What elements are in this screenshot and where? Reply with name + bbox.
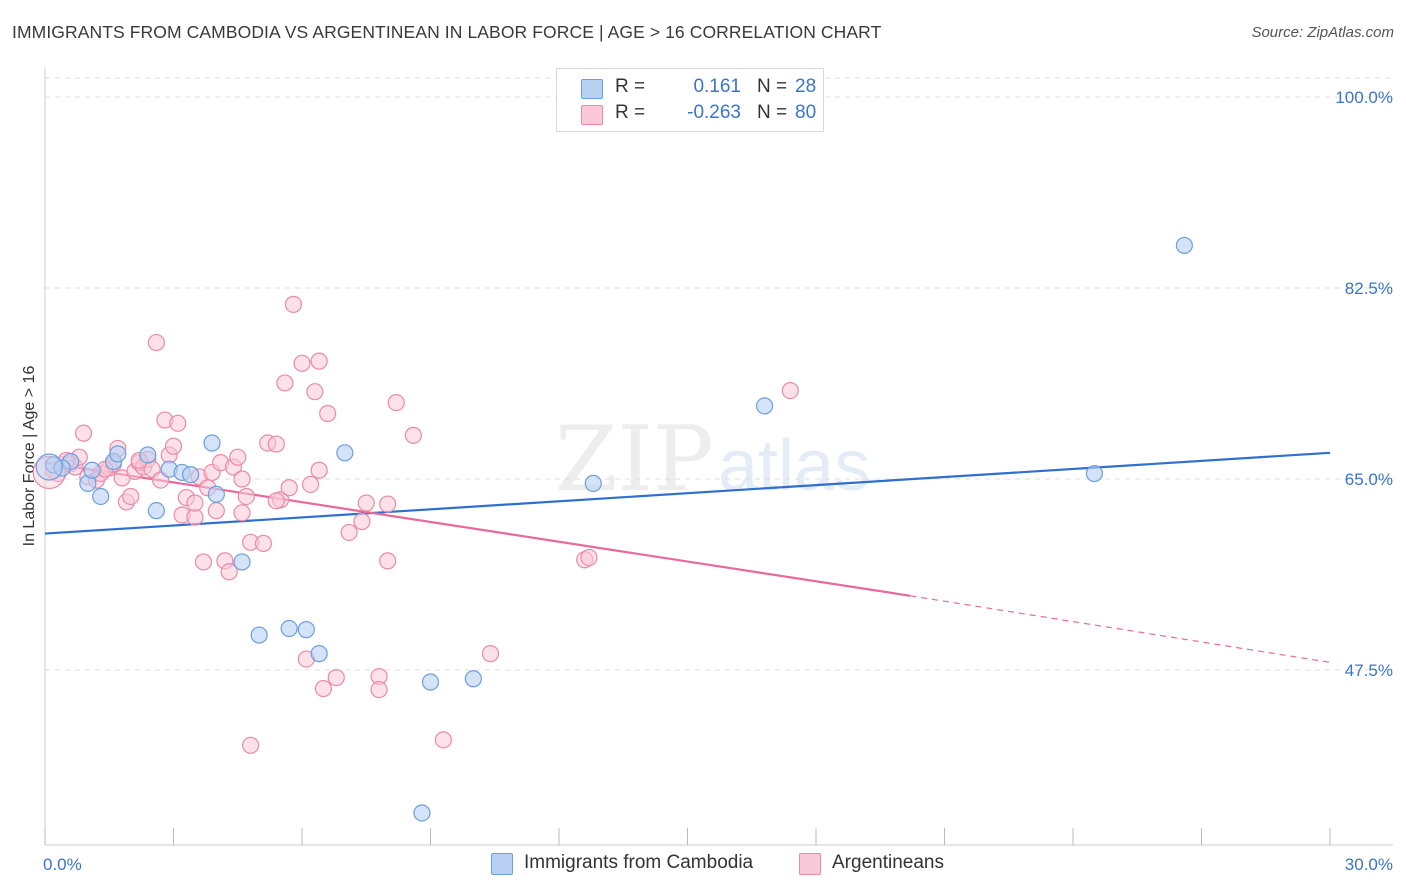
argentineans-point xyxy=(293,354,311,372)
argentineans-swatch xyxy=(799,853,821,875)
argentineans-point xyxy=(280,479,298,497)
cambodia-cluster-point xyxy=(35,453,63,481)
argentineans-point xyxy=(267,435,285,453)
cambodia-point xyxy=(207,485,225,503)
r-label: R = xyxy=(615,102,646,123)
cambodia-point xyxy=(755,397,774,415)
argentineans-point xyxy=(404,426,422,444)
argentineans-trend-extension xyxy=(910,595,1331,663)
cambodia-point xyxy=(182,466,200,484)
cambodia-point xyxy=(92,487,110,506)
argentineans-point xyxy=(314,679,333,698)
argentineans-point xyxy=(379,552,397,570)
y-axis-label: In Labor Force | Age > 16 xyxy=(21,366,38,547)
y-tick-label: 100.0% xyxy=(1335,88,1393,107)
argentineans-point xyxy=(481,645,500,663)
argentineans-point xyxy=(370,681,388,699)
argentineans-point xyxy=(186,494,204,512)
argentineans-swatch xyxy=(581,105,603,125)
r-value: -0.263 xyxy=(687,102,741,123)
argentineans-point xyxy=(284,295,303,313)
svg-text:atlas: atlas xyxy=(718,426,870,506)
x-tick-label: 30.0% xyxy=(1345,855,1393,874)
argentineans-point xyxy=(319,404,337,423)
cambodia-trend-line xyxy=(44,451,1331,535)
cambodia-swatch xyxy=(491,853,513,875)
argentineans-point xyxy=(267,492,285,510)
cambodia-point xyxy=(297,621,315,639)
argentineans-point xyxy=(74,424,93,442)
argentineans-point xyxy=(229,448,247,466)
argentineans-point xyxy=(276,374,294,392)
argentineans-point xyxy=(310,461,328,479)
argentineans-point xyxy=(147,333,165,352)
argentineans-point xyxy=(434,731,452,749)
argentineans-point xyxy=(387,394,405,412)
legend-label: Immigrants from Cambodia xyxy=(524,852,754,873)
cambodia-point xyxy=(147,502,165,520)
argentineans-point xyxy=(310,352,328,370)
y-tick-label: 82.5% xyxy=(1345,279,1393,298)
cambodia-point xyxy=(1085,464,1104,483)
chart-title: IMMIGRANTS FROM CAMBODIA VS ARGENTINEAN … xyxy=(12,22,882,42)
cambodia-point xyxy=(233,553,251,571)
argentineans-point xyxy=(237,487,255,506)
cambodia-point xyxy=(203,434,221,452)
cambodia-point xyxy=(336,444,354,462)
cambodia-point xyxy=(1175,236,1193,255)
grid-lines xyxy=(45,77,1393,671)
y-tick-label: 47.5% xyxy=(1345,661,1393,680)
cambodia-point xyxy=(413,804,431,822)
argentineans-point xyxy=(301,475,320,494)
n-value: 28 xyxy=(795,76,817,97)
y-tick-label: 65.0% xyxy=(1345,470,1393,489)
legend-label: Argentineans xyxy=(832,852,944,873)
argentineans-point xyxy=(242,736,260,754)
argentineans-point xyxy=(353,512,371,531)
argentineans-point xyxy=(220,563,238,581)
cambodia-point xyxy=(109,445,127,463)
cambodia-point xyxy=(310,645,328,663)
cambodia-point xyxy=(280,619,298,638)
r-label: R = xyxy=(615,76,646,97)
cambodia-point xyxy=(584,474,602,492)
source-credit: Source: ZipAtlas.com xyxy=(1251,24,1394,41)
r-value: 0.161 xyxy=(693,76,741,97)
argentineans-point xyxy=(122,487,140,506)
argentineans-point xyxy=(164,437,183,455)
watermark: ZIP atlas xyxy=(555,407,870,512)
cambodia-point xyxy=(421,673,440,691)
argentineans-point xyxy=(781,381,799,400)
svg-text:ZIP: ZIP xyxy=(555,407,714,512)
argentineans-trend-line xyxy=(44,461,911,597)
n-value: 80 xyxy=(795,102,817,123)
argentineans-point xyxy=(194,553,213,571)
argentineans-point xyxy=(580,548,598,567)
cambodia-swatch xyxy=(581,79,603,99)
argentineans-point xyxy=(254,534,273,552)
cambodia-point xyxy=(83,461,101,479)
argentineans-point xyxy=(357,494,375,512)
cambodia-point xyxy=(464,670,482,688)
argentineans-point xyxy=(233,504,251,522)
argentineans-point xyxy=(340,523,358,542)
argentineans-point xyxy=(306,383,324,401)
argentineans-point xyxy=(327,669,345,687)
argentineans-point xyxy=(379,495,397,513)
n-label: N = xyxy=(757,76,788,97)
n-label: N = xyxy=(757,102,788,123)
argentineans-point xyxy=(207,502,225,520)
cambodia-point xyxy=(250,626,268,644)
stats-legend: R = 0.161 N = 28 R = -0.263 N = 80 xyxy=(556,68,824,132)
x-tick-label: 0.0% xyxy=(43,855,82,874)
argentineans-point xyxy=(169,414,187,432)
argentineans-point xyxy=(233,470,251,488)
cambodia-point xyxy=(139,446,157,464)
